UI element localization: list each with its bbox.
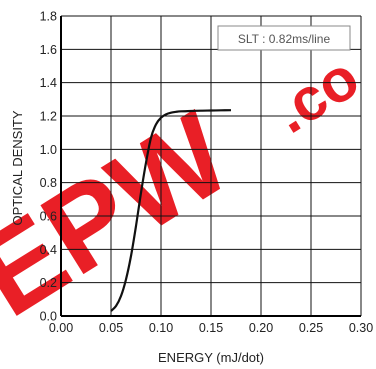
y-tick-label: 1.6	[40, 43, 57, 57]
svg-text:EPW: EPW	[0, 87, 252, 342]
x-tick-label: 0.20	[249, 321, 273, 335]
y-axis-title: OPTICAL DENSITY	[10, 110, 25, 225]
y-tick-label: 0.0	[40, 310, 57, 324]
series-line	[110, 109, 232, 312]
x-axis-title: ENERGY (mJ/dot)	[158, 350, 264, 365]
x-tick-label: 0.10	[149, 321, 173, 335]
y-tick-label: 1.4	[40, 76, 57, 90]
legend-box: SLT : 0.82ms/line	[217, 25, 351, 51]
y-tick-label: 0.8	[40, 176, 57, 190]
y-tick-label: 0.4	[40, 243, 57, 257]
tick-labels: 0.00 0.05 0.10 0.15 0.20 0.25 0.30 0.0 0.2 0.4 0.6…	[40, 10, 374, 336]
x-tick-label: 0.15	[199, 321, 223, 335]
svg-text:.co: .co	[261, 43, 370, 146]
chart-axes	[60, 16, 361, 317]
x-tick-label: 0.00	[49, 321, 73, 335]
x-tick-label: 0.25	[299, 321, 323, 335]
y-tick-label: 1.8	[40, 10, 57, 24]
legend-frame	[217, 25, 351, 51]
x-tick-label: 0.30	[349, 321, 373, 335]
x-tick-label: 0.05	[99, 321, 123, 335]
series-group	[110, 109, 232, 312]
y-tick-label: 0.6	[40, 210, 57, 224]
legend-text: SLT : 0.82ms/line	[238, 32, 331, 46]
y-tick-label: 1.2	[40, 110, 57, 124]
y-tick-label: 1.0	[40, 143, 57, 157]
y-tick-label: 0.2	[40, 276, 57, 290]
